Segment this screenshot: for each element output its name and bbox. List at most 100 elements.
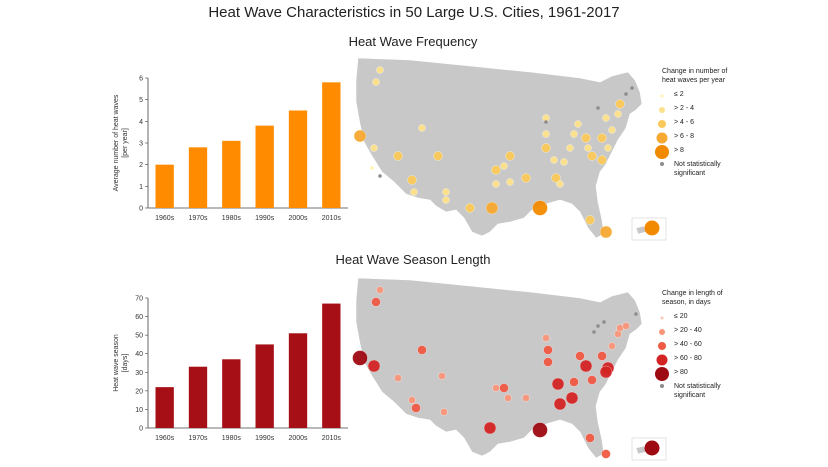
main-title: Heat Wave Characteristics in 50 Large U.… [208, 4, 620, 21]
frequency-city-marker [551, 173, 561, 183]
frequency-city-marker [566, 144, 574, 152]
season-y-tick-label: 40 [135, 351, 143, 358]
season-y-tick-label: 20 [135, 388, 143, 395]
season-city-marker [504, 394, 512, 402]
season-legend-item: > 60 - 80 [656, 353, 747, 367]
frequency-city-marker [492, 180, 500, 188]
season-city-marker [394, 374, 402, 382]
legend-label: Not statistically significant [674, 161, 721, 177]
season-city-marker [483, 421, 497, 435]
season-map [352, 277, 667, 461]
frequency-x-tick-label: 1960s [155, 215, 175, 222]
season-city-marker [417, 345, 427, 355]
season-legend: Change in length of season, in days ≤ 20… [655, 290, 747, 401]
frequency-city-marker [506, 178, 514, 186]
season-bar [188, 366, 208, 428]
frequency-city-marker [604, 144, 612, 152]
legend-label: > 20 - 40 [674, 327, 702, 334]
frequency-not-significant-marker [378, 174, 382, 178]
frequency-city-marker [570, 130, 578, 138]
frequency-city-marker [599, 225, 613, 239]
season-y-tick-label: 60 [135, 314, 143, 321]
season-x-tick-label: 1970s [188, 435, 208, 442]
season-y-axis-label: Heat wave season [days] [113, 334, 129, 392]
frequency-y-axis-label-line: [per year] [122, 128, 129, 158]
season-city-marker [551, 377, 565, 391]
season-legend-item: > 80 [655, 367, 747, 381]
frequency-x-tick-label: 1980s [222, 215, 242, 222]
season-city-marker [492, 384, 500, 392]
frequency-city-marker [560, 158, 568, 166]
frequency-legend-item: > 8 [655, 145, 742, 159]
frequency-city-marker [532, 200, 548, 216]
frequency-city-marker [369, 165, 375, 171]
season-city-marker [499, 383, 509, 393]
frequency-legend-not-significant: Not statistically significant [660, 159, 742, 179]
season-not-significant-marker [602, 320, 606, 324]
frequency-city-marker [597, 133, 607, 143]
legend-label: > 80 [674, 369, 688, 376]
legend-label: > 40 - 60 [674, 341, 702, 348]
frequency-legend-item: ≤ 2 [660, 89, 742, 103]
frequency-city-marker [597, 155, 607, 165]
season-city-marker [532, 422, 548, 438]
frequency-x-tick-label: 1990s [255, 215, 275, 222]
frequency-bar [255, 125, 274, 208]
frequency-city-marker [393, 151, 403, 161]
season-bar [322, 303, 341, 428]
frequency-y-tick-label: 3 [139, 141, 143, 148]
season-y-tick-label: 30 [135, 370, 143, 377]
legend-label: > 2 - 4 [674, 105, 695, 112]
season-city-marker [587, 375, 597, 385]
season-legend-item: > 40 - 60 [658, 339, 747, 353]
frequency-not-significant-marker [596, 106, 600, 110]
frequency-bar-chart: 0 1 2 3 4 5 6 1960s 1970s 1980s 1990s 2000s 2010s Ave… [113, 76, 348, 222]
season-city-marker [371, 297, 381, 307]
season-city-marker [569, 377, 579, 387]
frequency-city-marker [608, 126, 616, 134]
season-city-marker [543, 357, 553, 367]
legend-label: > 8 [674, 147, 684, 154]
season-city-marker [438, 372, 446, 380]
season-legend-item: ≤ 20 [660, 311, 747, 325]
season-x-tick-label: 1960s [155, 435, 175, 442]
season-city-marker [440, 408, 448, 416]
season-y-axis-label-line: [days] [122, 354, 129, 373]
legend-label: > 4 - 6 [674, 119, 695, 126]
season-city-marker [408, 396, 416, 404]
frequency-x-tick-label: 1970s [188, 215, 208, 222]
legend-label: ≤ 2 [674, 91, 684, 98]
frequency-city-marker [442, 188, 450, 196]
frequency-x-tick-label: 2000s [288, 215, 308, 222]
frequency-not-significant-marker [544, 120, 548, 124]
legend-label: Not statistically significant [674, 383, 721, 399]
season-city-marker [608, 342, 616, 350]
frequency-city-marker [442, 196, 450, 204]
season-not-significant-marker [592, 330, 596, 334]
season-city-marker [522, 394, 530, 402]
us-map-outline [355, 277, 643, 459]
frequency-city-marker [614, 110, 622, 118]
frequency-y-tick-label: 4 [139, 119, 143, 126]
season-bar [222, 359, 241, 428]
season-city-marker [367, 359, 381, 373]
season-city-marker [597, 351, 607, 361]
frequency-legend-item: > 2 - 4 [659, 103, 742, 117]
season-bar [155, 387, 174, 428]
season-hawaii-marker [644, 440, 660, 456]
frequency-bar [155, 164, 174, 208]
frequency-city-marker [376, 66, 384, 74]
frequency-y-tick-label: 0 [139, 206, 143, 213]
season-city-marker [411, 403, 421, 413]
frequency-city-marker [465, 203, 475, 213]
frequency-y-axis-label: Average number of heat waves [per year] [113, 94, 129, 191]
season-city-marker [542, 334, 550, 342]
season-bar [288, 333, 308, 428]
frequency-legend-item: > 6 - 8 [656, 131, 742, 145]
frequency-city-marker [542, 130, 550, 138]
season-x-tick-label: 2000s [288, 435, 308, 442]
frequency-y-tick-label: 1 [139, 184, 143, 191]
season-legend-item: > 20 - 40 [659, 325, 747, 339]
season-bar-chart: 0 10 20 30 40 50 60 70 1960s 1970s 1980s 1990s 2000s… [113, 296, 348, 442]
frequency-city-marker [581, 133, 591, 143]
